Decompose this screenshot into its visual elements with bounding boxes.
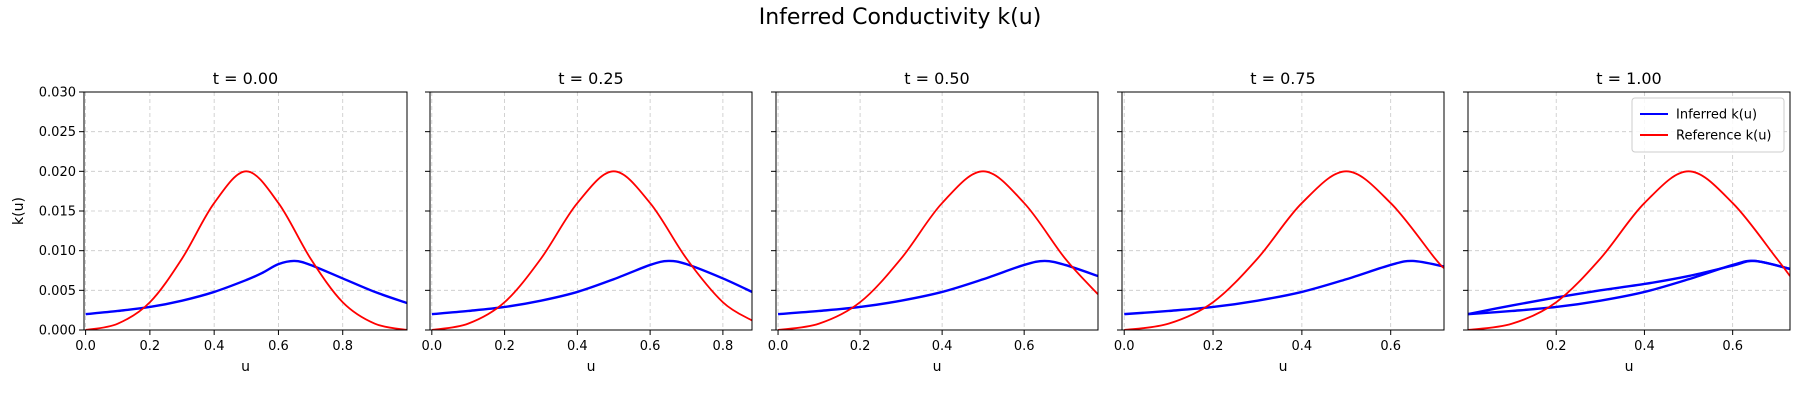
x-tick-label: 0.2	[850, 339, 871, 354]
x-tick-label: 0.6	[1380, 339, 1401, 354]
panel-title: t = 0.75	[1250, 69, 1315, 88]
y-tick-label: 0.000	[39, 324, 76, 339]
chart-panel-2: 0.0 0.2 0.4 0.6 t = 0.50 u	[768, 69, 1099, 375]
legend: Inferred k(u) Reference k(u)	[1631, 97, 1785, 153]
series-group	[1124, 170, 1444, 330]
y-tick-label: 0.030	[39, 86, 76, 101]
y-tick-label: 0.005	[39, 284, 76, 299]
x-tick-label: 0.4	[567, 339, 588, 354]
chart-panel-0: 0.0 0.2 0.4 0.6 0.8 0.000 0.005 0.010 0.015 0.020…	[11, 69, 408, 375]
x-tick-label: 0.0	[75, 339, 96, 354]
x-tick-label: 0.2	[140, 339, 161, 354]
series-line-inferred	[431, 259, 752, 316]
series-line-reference	[1468, 170, 1790, 330]
series-group	[777, 170, 1098, 330]
legend-box	[1631, 97, 1785, 153]
y-axis-label: k(u)	[11, 197, 27, 225]
x-tick-label: 0.2	[1203, 339, 1224, 354]
series-line-reference	[1124, 170, 1444, 330]
x-axis-label: u	[587, 359, 596, 375]
x-tick-label: 0.6	[1722, 339, 1743, 354]
panel-title: t = 0.25	[558, 69, 623, 88]
x-axis-label: u	[241, 359, 250, 375]
x-axis-label: u	[933, 359, 942, 375]
x-tick-label: 0.8	[332, 339, 353, 354]
x-tick-label: 0.4	[932, 339, 953, 354]
chart-panels: 0.0 0.2 0.4 0.6 0.8 0.000 0.005 0.010 0.015 0.020…	[11, 69, 1791, 375]
chart-panel-4: 0.2 0.4 0.6 t = 1.00 u Inferred k(u) Reference…	[1463, 69, 1791, 375]
x-axis-label: u	[1625, 359, 1634, 375]
x-tick-label: 0.0	[421, 339, 442, 354]
x-tick-label: 0.0	[1114, 339, 1135, 354]
x-tick-label: 0.4	[204, 339, 225, 354]
x-tick-label: 0.6	[1014, 339, 1035, 354]
x-tick-label: 0.4	[1292, 339, 1313, 354]
series-line-reference	[85, 170, 407, 330]
panel-title: t = 0.00	[213, 69, 278, 88]
y-tick-label: 0.025	[39, 125, 76, 140]
x-tick-label: 0.8	[713, 339, 734, 354]
series-group	[431, 170, 752, 330]
x-tick-label: 0.6	[268, 339, 289, 354]
x-tick-label: 0.2	[494, 339, 515, 354]
y-tick-label: 0.020	[39, 165, 76, 180]
series-line-inferred	[1124, 259, 1444, 316]
legend-label: Reference k(u)	[1676, 129, 1772, 144]
chart-panel-1: 0.0 0.2 0.4 0.6 0.8 t = 0.25 u	[421, 69, 753, 375]
x-tick-label: 0.0	[768, 339, 789, 354]
panel-title: t = 0.50	[904, 69, 969, 88]
series-line-reference	[431, 170, 752, 330]
series-line-inferred	[1468, 259, 1790, 316]
series-group	[1468, 170, 1790, 330]
series-line-inferred	[85, 259, 407, 316]
x-tick-label: 0.4	[1634, 339, 1655, 354]
series-line-inferred	[777, 259, 1098, 316]
series-line-reference	[777, 170, 1098, 330]
series-group	[85, 170, 407, 330]
chart-panel-3: 0.0 0.2 0.4 0.6 t = 0.75 u	[1114, 69, 1445, 375]
legend-label: Inferred k(u)	[1676, 108, 1757, 123]
y-tick-label: 0.015	[39, 205, 76, 220]
x-tick-label: 0.6	[640, 339, 661, 354]
y-tick-label: 0.010	[39, 244, 76, 259]
x-tick-label: 0.2	[1546, 339, 1567, 354]
figure-title: Inferred Conductivity k(u)	[759, 5, 1042, 30]
x-axis-label: u	[1279, 359, 1288, 375]
panel-title: t = 1.00	[1596, 69, 1661, 88]
